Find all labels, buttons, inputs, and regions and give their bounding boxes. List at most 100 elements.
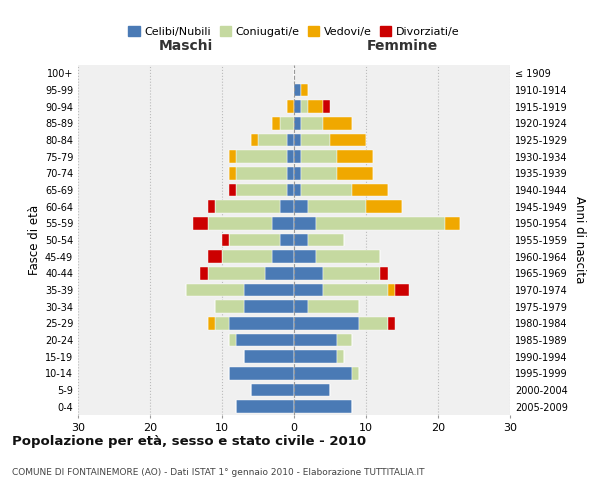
Bar — [294, 150, 301, 163]
Bar — [323, 284, 388, 296]
Bar — [236, 334, 294, 346]
Bar — [308, 100, 323, 113]
Bar — [301, 117, 323, 130]
Bar — [287, 134, 294, 146]
Bar — [294, 167, 301, 179]
Bar — [186, 284, 244, 296]
Bar — [330, 134, 366, 146]
Bar — [208, 317, 215, 330]
Bar — [229, 150, 236, 163]
Bar — [236, 167, 287, 179]
Bar — [294, 100, 301, 113]
Text: COMUNE DI FONTAINEMORE (AO) - Dati ISTAT 1° gennaio 2010 - Elaborazione TUTTITAL: COMUNE DI FONTAINEMORE (AO) - Dati ISTAT… — [12, 468, 425, 477]
Bar — [229, 167, 236, 179]
Bar — [229, 334, 236, 346]
Y-axis label: Fasce di età: Fasce di età — [28, 205, 41, 275]
Bar — [280, 234, 294, 246]
Bar — [316, 217, 445, 230]
Bar — [294, 250, 316, 263]
Bar — [229, 184, 236, 196]
Bar — [215, 317, 229, 330]
Bar — [294, 350, 337, 363]
Legend: Celibi/Nubili, Coniugati/e, Vedovi/e, Divorziati/e: Celibi/Nubili, Coniugati/e, Vedovi/e, Di… — [124, 22, 464, 41]
Bar — [445, 217, 460, 230]
Bar — [388, 317, 395, 330]
Bar — [323, 267, 380, 280]
Bar — [287, 150, 294, 163]
Bar — [294, 384, 330, 396]
Bar — [388, 284, 395, 296]
Text: Femmine: Femmine — [367, 40, 437, 54]
Bar — [380, 267, 388, 280]
Bar — [287, 167, 294, 179]
Bar — [193, 217, 208, 230]
Bar — [272, 117, 280, 130]
Bar — [251, 384, 294, 396]
Bar — [272, 217, 294, 230]
Bar — [294, 334, 337, 346]
Bar — [337, 350, 344, 363]
Bar — [337, 334, 352, 346]
Bar — [294, 200, 308, 213]
Bar — [301, 150, 337, 163]
Bar — [294, 317, 359, 330]
Bar — [258, 134, 287, 146]
Bar — [251, 134, 258, 146]
Bar — [208, 217, 272, 230]
Bar — [236, 184, 287, 196]
Bar — [244, 350, 294, 363]
Bar — [366, 200, 402, 213]
Bar — [352, 367, 359, 380]
Bar — [294, 300, 308, 313]
Bar — [294, 367, 352, 380]
Bar — [352, 184, 388, 196]
Bar — [244, 284, 294, 296]
Bar — [294, 184, 301, 196]
Bar — [272, 250, 294, 263]
Bar — [236, 150, 287, 163]
Bar — [265, 267, 294, 280]
Bar — [208, 200, 215, 213]
Bar — [222, 234, 229, 246]
Bar — [301, 134, 330, 146]
Bar — [337, 167, 373, 179]
Bar — [294, 117, 301, 130]
Bar — [236, 400, 294, 413]
Bar — [316, 250, 380, 263]
Bar — [308, 300, 359, 313]
Bar — [337, 150, 373, 163]
Bar — [229, 367, 294, 380]
Bar — [280, 117, 294, 130]
Bar — [323, 117, 352, 130]
Bar — [294, 284, 323, 296]
Bar — [294, 234, 308, 246]
Bar — [359, 317, 388, 330]
Y-axis label: Anni di nascita: Anni di nascita — [573, 196, 586, 284]
Bar — [208, 267, 265, 280]
Bar — [244, 300, 294, 313]
Bar — [308, 234, 344, 246]
Bar — [294, 400, 352, 413]
Bar — [301, 184, 352, 196]
Bar — [222, 250, 272, 263]
Bar — [301, 167, 337, 179]
Bar — [200, 267, 208, 280]
Bar — [301, 84, 308, 96]
Bar — [229, 317, 294, 330]
Bar — [294, 84, 301, 96]
Bar — [301, 100, 308, 113]
Bar — [294, 217, 316, 230]
Bar — [308, 200, 366, 213]
Bar — [208, 250, 222, 263]
Bar — [287, 184, 294, 196]
Bar — [215, 200, 280, 213]
Bar — [323, 100, 330, 113]
Bar — [395, 284, 409, 296]
Bar — [287, 100, 294, 113]
Bar — [215, 300, 244, 313]
Bar — [294, 267, 323, 280]
Bar — [294, 134, 301, 146]
Text: Maschi: Maschi — [159, 40, 213, 54]
Bar — [229, 234, 280, 246]
Bar — [280, 200, 294, 213]
